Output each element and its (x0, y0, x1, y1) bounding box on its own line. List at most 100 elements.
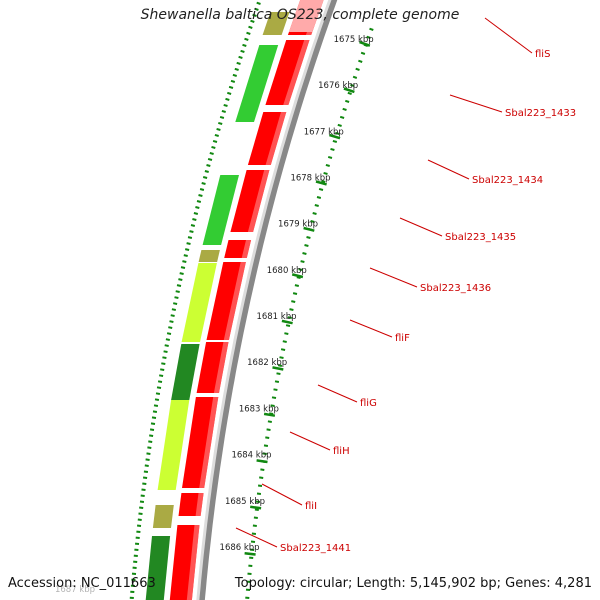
outer-ruler-dot (212, 139, 218, 143)
outer-ruler-dot (236, 61, 241, 65)
inner-ruler-dot (265, 436, 270, 439)
kbp-ruler: 1675 kbp 1676 kbp 1677 kbp 1678 kbp 1679 kbp… (55, 1, 374, 599)
backbone-highlight (196, 0, 332, 600)
outer-ruler-dot (190, 224, 196, 227)
gene-label: Sbal223_1434 (472, 175, 543, 186)
inner-ruler-dot (337, 123, 342, 127)
backbone-shadow (198, 0, 338, 600)
outer-ruler-dot (156, 386, 162, 389)
gene-leader-line (235, 527, 278, 548)
outer-ruler-dot (142, 482, 147, 485)
inner-ruler-dot (270, 404, 275, 407)
outer-ruler-dot (139, 500, 145, 503)
outer-ruler-dot (155, 392, 161, 395)
outer-ruler-dot (163, 350, 168, 353)
gc-content-track (145, 12, 290, 600)
gene-label: fliI (305, 501, 317, 512)
inner-ruler-dot (325, 163, 330, 167)
outer-ruler-dot (182, 260, 187, 263)
outer-ruler-dot (149, 434, 154, 437)
kbp-major-tick (244, 552, 256, 556)
outer-ruler-dot (142, 476, 148, 479)
gc-block-4 (198, 250, 220, 262)
inner-ruler-dot (292, 292, 298, 295)
kbp-tick-label: 1685 kbp (225, 497, 265, 507)
outer-ruler-dot (232, 73, 238, 77)
inner-ruler-dot (260, 468, 265, 471)
kbp-tick-label: 1678 kbp (290, 174, 330, 184)
outer-ruler-dot (252, 13, 257, 17)
outer-ruler-dot (238, 55, 243, 59)
outer-ruler-dot (151, 416, 157, 419)
outer-ruler-dot (228, 85, 234, 89)
outer-ruler-dot (174, 296, 179, 299)
outer-ruler-dot (187, 236, 193, 239)
gene-leader-line (427, 159, 470, 180)
outer-ruler-dot (145, 458, 150, 461)
inner-ruler-dot (257, 484, 263, 487)
kbp-major-tick (343, 87, 355, 94)
inner-ruler-dot (279, 356, 284, 359)
inner-ruler-dot (339, 115, 345, 119)
inner-ruler-dot (352, 75, 358, 79)
outer-ruler-dot (148, 440, 153, 443)
cds-block-3 (247, 112, 287, 165)
outer-ruler-dot (144, 464, 149, 467)
kbp-tick-label: 1677 kbp (304, 127, 344, 137)
kbp-major-tick (272, 366, 284, 371)
inner-ruler-dot (342, 107, 347, 111)
outer-ruler-dot (195, 206, 200, 209)
inner-ruler-dot (259, 476, 264, 479)
accession-text: Accession: NC_011663 (8, 576, 156, 591)
cds-block-8 (182, 397, 219, 488)
inner-ruler-dot (256, 492, 262, 495)
outer-ruler-dot (184, 248, 190, 251)
kbp-major-tick (291, 273, 304, 279)
outer-ruler-dot (149, 428, 155, 431)
genome-summary-text: Topology: circular; Length: 5,145,902 bp… (234, 576, 592, 591)
inner-ruler-dot (253, 516, 258, 519)
outer-ruler-dot (146, 452, 151, 455)
cds-block-shine-9 (195, 493, 204, 516)
outer-ruler-dot (216, 127, 221, 131)
inner-ruler-dot (366, 35, 371, 39)
kbp-tick-label: 1680 kbp (267, 266, 307, 276)
inner-ruler-dot (273, 388, 278, 391)
inner-ruler-dot (254, 508, 259, 511)
cds-block-6 (206, 262, 246, 340)
outer-ruler-dot (246, 31, 251, 35)
inner-ruler-dot (318, 187, 324, 191)
outer-ruler-dot (164, 344, 169, 347)
inner-ruler-dot (263, 444, 269, 447)
outer-ruler-dot (221, 109, 226, 113)
kbp-tick-label-partial: 1687 kbp (55, 585, 95, 595)
inner-ruler-dot (266, 428, 271, 431)
gc-block-8 (152, 505, 174, 528)
inner-ruler-dot (296, 276, 301, 279)
gc-block-2 (235, 45, 279, 122)
map-title: Shewanella baltica OS223, complete genom… (140, 7, 460, 23)
outer-ruler-dot (178, 278, 183, 281)
inner-ruler-dot (369, 27, 374, 31)
gene-label: fliF (395, 333, 410, 344)
inner-ruler-dot (251, 532, 257, 535)
cds-track (169, 0, 324, 600)
outer-ruler-dot (176, 284, 182, 287)
backbone-track (196, 0, 338, 600)
outer-ruler-dot (139, 506, 144, 509)
kbp-tick-label: 1686 kbp (220, 543, 260, 553)
kbp-major-tick (359, 40, 371, 47)
outer-ruler-dot (141, 488, 146, 491)
outer-ruler-dot (256, 1, 261, 5)
inner-ruler-dot (300, 260, 305, 263)
gene-leader-line (449, 94, 503, 113)
outer-ruler-dot (193, 212, 199, 215)
outer-ruler-dot (143, 470, 149, 473)
outer-ruler-dot (196, 200, 202, 203)
outer-ruler-dot (189, 230, 194, 233)
gene-leader-line (399, 217, 443, 237)
cds-block-shine-2 (283, 40, 310, 105)
inner-ruler-dot (277, 364, 283, 367)
cds-block-faded (288, 0, 324, 32)
outer-ruler-dot (161, 362, 166, 365)
